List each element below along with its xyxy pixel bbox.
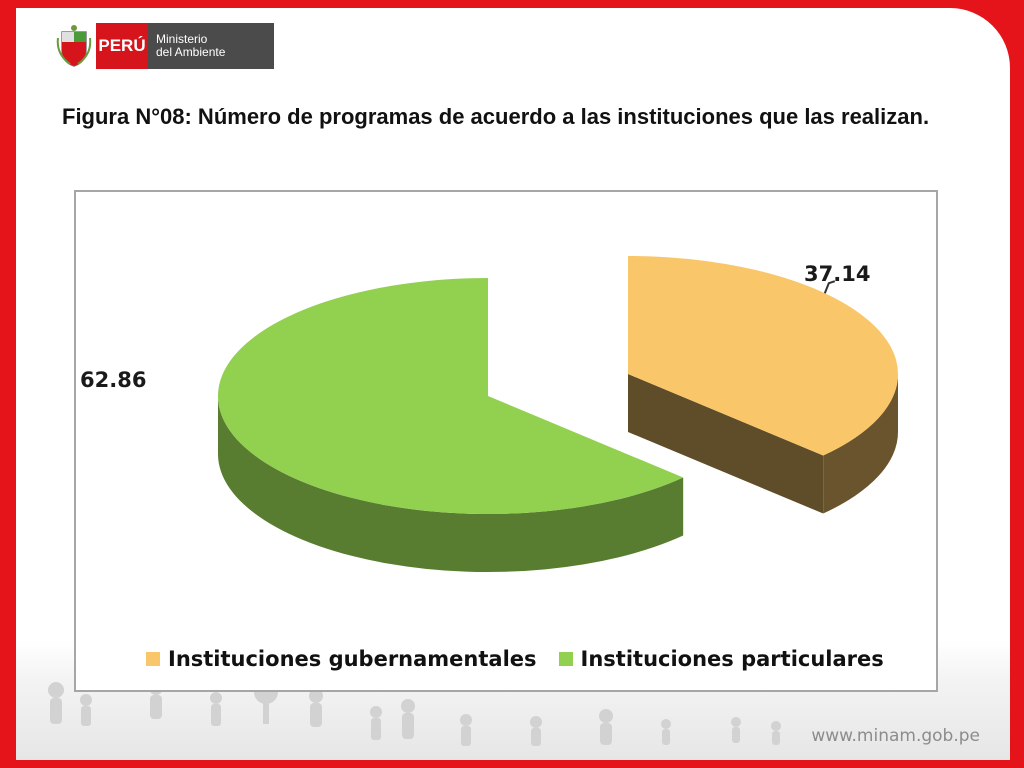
chart-legend: Instituciones gubernamentales Institucio… — [146, 644, 906, 674]
leader-line-gubernamentales — [823, 280, 836, 294]
legend-swatch-particulares — [558, 652, 573, 666]
legend-label-gubernamentales: Instituciones gubernamentales — [168, 647, 537, 671]
pie-slice-particulares — [218, 278, 684, 514]
country-label-box: PERÚ — [96, 23, 148, 69]
pie-slice-cut-gubernamentales — [628, 374, 824, 514]
data-label-particulares: 62.86 — [80, 368, 147, 392]
legend-label-particulares: Instituciones particulares — [580, 647, 884, 671]
pie-chart: 37.14 62.86 Instituciones gubernamentale… — [74, 190, 938, 692]
ministry-name-line1: Ministerio — [156, 32, 208, 46]
legend-item-particulares: Instituciones particulares — [558, 647, 884, 671]
website-url: www.minam.gob.pe — [811, 726, 980, 746]
pie-slice-side-particulares — [217, 396, 684, 572]
ministry-name-box: Ministerio del Ambiente — [148, 23, 274, 69]
slide: PERÚ Ministerio del Ambiente Figura N°08… — [16, 8, 1010, 760]
pie-slice-gubernamentales — [628, 256, 899, 456]
pie-chart-canvas — [217, 256, 899, 572]
ministry-logo: PERÚ Ministerio del Ambiente — [56, 22, 274, 70]
pie-slice-wall-particulares — [217, 396, 684, 572]
legend-item-gubernamentales: Instituciones gubernamentales — [146, 647, 537, 671]
coat-of-arms-icon — [56, 25, 92, 67]
ministry-name-line2: del Ambiente — [156, 45, 226, 59]
country-label: PERÚ — [98, 36, 146, 55]
data-label-gubernamentales: 37.14 — [804, 262, 871, 286]
legend-swatch-gubernamentales — [146, 652, 160, 666]
pie-slice-side-gubernamentales — [628, 374, 898, 514]
figure-title: Figura N°08: Número de programas de acue… — [62, 104, 930, 129]
pie-slice-wall-gubernamentales — [823, 374, 898, 514]
